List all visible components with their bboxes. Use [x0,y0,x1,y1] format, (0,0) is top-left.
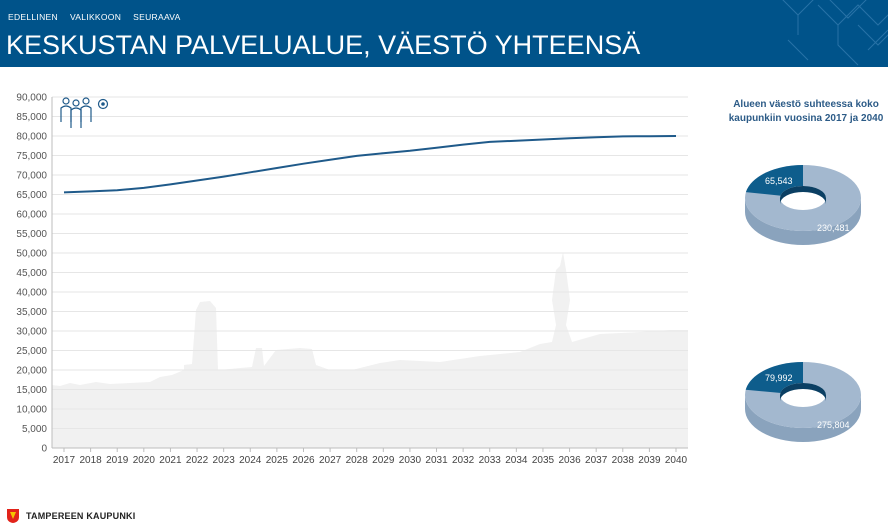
donut-hole-inner [780,383,826,401]
y-tick-label: 10,000 [16,405,47,416]
y-tick-label: 15,000 [16,385,47,396]
donut-value-label: 79,992 [765,373,793,383]
x-tick-label: 2034 [505,455,528,466]
x-tick-label: 2028 [346,455,369,466]
x-tick-label: 2025 [266,455,289,466]
y-tick-label: 55,000 [16,229,47,240]
x-tick-label: 2035 [532,455,555,466]
y-axis: 0 5,000 10,000 15,000 20,000 25,000 30,000 35,0… [16,93,53,455]
city-skyline-background [52,252,688,448]
donut-value-label: 65,543 [765,176,793,186]
header-banner: EDELLINEN VALIKKOON SEURAAVA KESKUSTAN P… [0,0,888,67]
x-tick-label: 2023 [213,455,236,466]
x-tick-label: 2022 [186,455,209,466]
donut-hole-inner [780,186,826,204]
x-tick-label: 2026 [292,455,315,466]
footer-logo: TAMPEREEN KAUPUNKI [6,508,135,524]
y-tick-label: 70,000 [16,171,47,182]
x-tick-label: 2037 [585,455,608,466]
series-line [63,135,677,194]
gridlines [52,96,688,449]
people-group-icon [60,97,109,128]
y-tick-label: 30,000 [16,327,47,338]
y-tick-label: 35,000 [16,307,47,318]
y-tick-label: 5,000 [22,424,47,435]
y-tick-label: 65,000 [16,190,47,201]
x-tick-label: 2030 [399,455,422,466]
x-tick-label: 2021 [159,455,182,466]
x-tick-label: 2033 [479,455,502,466]
top-navigation: EDELLINEN VALIKKOON SEURAAVA [8,12,181,22]
y-tick-label: 25,000 [16,346,47,357]
x-axis: 2017 2018 2019 2020 2021 2022 2023 2024 2025 2026… [53,448,688,466]
page-title: KESKUSTAN PALVELUALUE, VÄESTÖ YHTEENSÄ [6,30,641,60]
x-tick-label: 2027 [319,455,342,466]
y-tick-label: 20,000 [16,366,47,377]
y-tick-label: 0 [41,444,47,455]
population-series-line [63,135,677,194]
y-tick-label: 75,000 [16,151,47,162]
donut-value-label: 230,481 [817,223,850,233]
x-tick-label: 2019 [106,455,129,466]
donut-side [745,198,861,245]
y-tick-label: 85,000 [16,112,47,123]
next-link[interactable]: SEURAAVA [133,12,181,22]
x-tick-label: 2032 [452,455,475,466]
x-tick-label: 2024 [239,455,262,466]
x-tick-label: 2029 [372,455,395,466]
x-tick-label: 2031 [425,455,448,466]
y-tick-label: 40,000 [16,288,47,299]
donut-title-line-2: kaupunkiin vuosina 2017 ja 2040 [728,113,884,124]
x-tick-label: 2020 [133,455,156,466]
decorative-pattern-icon [782,0,888,66]
menu-link[interactable]: VALIKKOON [69,12,122,22]
y-tick-label: 60,000 [16,210,47,221]
x-tick-label: 2036 [558,455,581,466]
y-tick-label: 45,000 [16,268,47,279]
donut-chart-title: Alueen väestö suhteessa koko kaupunkiin … [728,98,884,126]
donut-title-line-1: Alueen väestö suhteessa koko [733,99,879,110]
organization-name: TAMPEREEN KAUPUNKI [26,511,136,521]
donut-value-label: 275,804 [817,420,850,430]
donut-chart-2040: 79,992 275,804 [745,362,861,442]
x-tick-label: 2017 [53,455,76,466]
x-tick-label: 2039 [638,455,661,466]
x-tick-label: 2040 [665,455,688,466]
coat-of-arms-icon [7,509,19,523]
y-tick-label: 50,000 [16,249,47,260]
y-tick-label: 80,000 [16,132,47,143]
donut-chart-2017: 65,543 230,481 [745,165,861,245]
population-line-chart: 0 5,000 10,000 15,000 20,000 25,000 30,000 35,0… [16,93,688,466]
donut-side [745,395,861,442]
x-tick-label: 2018 [79,455,102,466]
y-tick-label: 90,000 [16,93,47,104]
x-tick-label: 2038 [612,455,635,466]
previous-link[interactable]: EDELLINEN [8,12,58,22]
